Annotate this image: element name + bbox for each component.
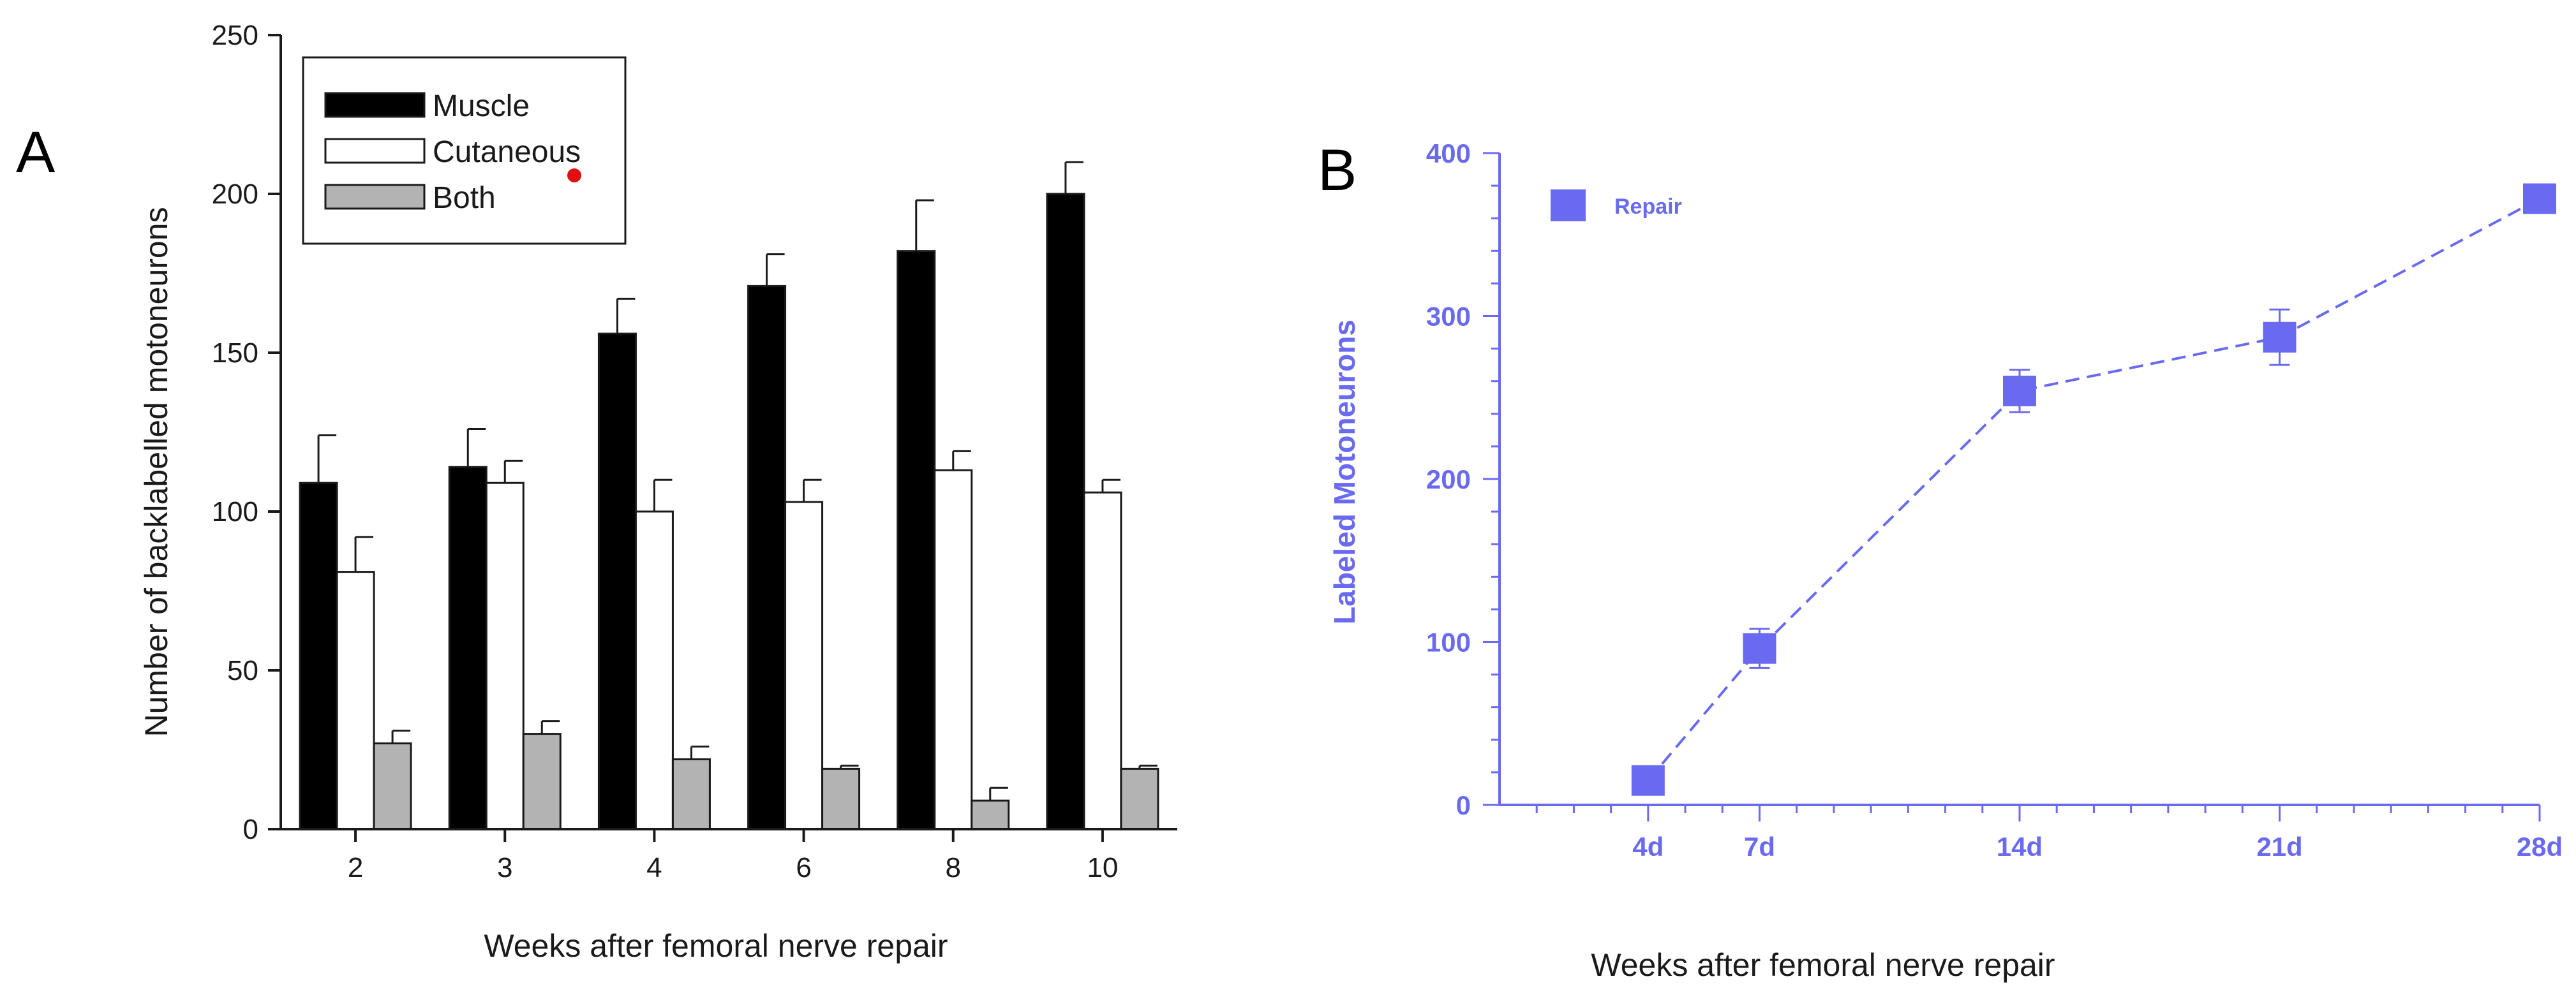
bar-cutaneous xyxy=(1083,491,1122,830)
bar-both xyxy=(522,733,562,830)
legend-swatch-repair xyxy=(1551,189,1586,221)
bar-muscle xyxy=(448,466,488,830)
legend-label-repair: Repair xyxy=(1614,195,1682,219)
panel-b-x-tick-label: 4d xyxy=(1632,832,1664,862)
bar-muscle xyxy=(597,332,637,830)
panel-a-x-tick-label: 3 xyxy=(497,852,512,883)
panel-b-y-axis-label: Labeled Motoneurons xyxy=(1328,320,1361,624)
bar-cutaneous xyxy=(485,482,525,830)
panel-a-bars xyxy=(299,161,1159,830)
panel-a-x-tick-label: 6 xyxy=(796,852,811,883)
legend-swatch-muscle xyxy=(324,92,426,118)
panel-b-axes: 0 100 200 300 400 4d 7d 14d 21d 28d xyxy=(1426,138,2563,862)
repair-data-point xyxy=(2523,183,2556,214)
panel-b-x-tick-label: 14d xyxy=(1997,832,2043,862)
bar-cutaneous xyxy=(336,571,375,830)
red-dot-marker xyxy=(567,168,581,182)
repair-data-point xyxy=(2003,376,2036,407)
bar-both xyxy=(971,799,1010,830)
repair-data-point xyxy=(1631,765,1665,796)
panel-a-chart: A 0 50 100 150 200 250 2 3 4 6 8 10 Number of backl… xyxy=(16,20,1177,964)
panel-a-x-tick-label: 2 xyxy=(348,852,363,883)
bar-cutaneous xyxy=(784,501,824,830)
bar-both xyxy=(821,767,861,830)
panel-b-x-tick-label: 7d xyxy=(1744,832,1775,862)
legend-label-both: Both xyxy=(433,181,496,215)
bar-muscle xyxy=(747,284,787,830)
panel-b-y-tick-label: 100 xyxy=(1426,628,1471,658)
bar-muscle xyxy=(299,482,338,830)
panel-b-y-tick-label: 400 xyxy=(1426,138,1471,168)
panel-b-x-axis-label: Weeks after femoral nerve repair xyxy=(1591,947,2055,983)
panel-b-legend: Repair xyxy=(1551,189,1682,221)
panel-b-y-tick-label: 200 xyxy=(1426,464,1471,494)
bar-both xyxy=(1120,767,1159,830)
panel-a-x-tick-label: 10 xyxy=(1087,852,1118,883)
repair-data-point xyxy=(1743,633,1776,664)
repair-series-line xyxy=(1647,197,2540,781)
legend-swatch-cutaneous xyxy=(324,138,426,164)
legend-swatch-both xyxy=(324,184,426,210)
panel-a-y-tick-label: 250 xyxy=(212,20,258,51)
bar-cutaneous xyxy=(934,469,973,830)
panel-a-y-axis-label: Number of backlabelled motoneurons xyxy=(138,207,174,737)
panel-a-axes: 0 50 100 150 200 250 2 3 4 6 8 10 xyxy=(212,20,1177,883)
panel-label-b: B xyxy=(1318,138,1357,203)
bar-both xyxy=(373,742,412,830)
panel-a-y-tick-label: 50 xyxy=(227,655,258,686)
panel-a-x-axis-label: Weeks after femoral nerve repair xyxy=(484,928,948,964)
panel-b-chart: B 0 100 200 300 400 4d 7d 14d 21d 28d Labeled Mot… xyxy=(1318,138,2563,983)
panel-label-a: A xyxy=(16,120,56,185)
bar-muscle xyxy=(1046,193,1085,830)
panel-b-x-tick-label: 21d xyxy=(2256,832,2302,862)
panel-a-y-tick-label: 100 xyxy=(212,496,258,527)
panel-b-series xyxy=(1631,183,2556,796)
legend-label-muscle: Muscle xyxy=(433,89,530,123)
bar-both xyxy=(671,758,711,830)
panel-a-legend: Muscle Cutaneous Both xyxy=(302,56,627,245)
panel-a-y-tick-label: 0 xyxy=(243,814,258,845)
panel-b-y-tick-label: 0 xyxy=(1456,790,1471,820)
panel-b-y-tick-label: 300 xyxy=(1426,302,1471,332)
bar-muscle xyxy=(897,250,936,830)
repair-data-point xyxy=(2263,321,2297,353)
bar-cutaneous xyxy=(634,510,674,830)
panel-b-x-tick-label: 28d xyxy=(2517,832,2563,862)
panel-a-y-tick-label: 150 xyxy=(212,337,258,369)
legend-label-cutaneous: Cutaneous xyxy=(433,135,581,169)
panel-a-y-tick-label: 200 xyxy=(212,179,258,210)
panel-a-x-tick-label: 8 xyxy=(946,852,961,883)
panel-a-x-tick-label: 4 xyxy=(646,852,662,883)
